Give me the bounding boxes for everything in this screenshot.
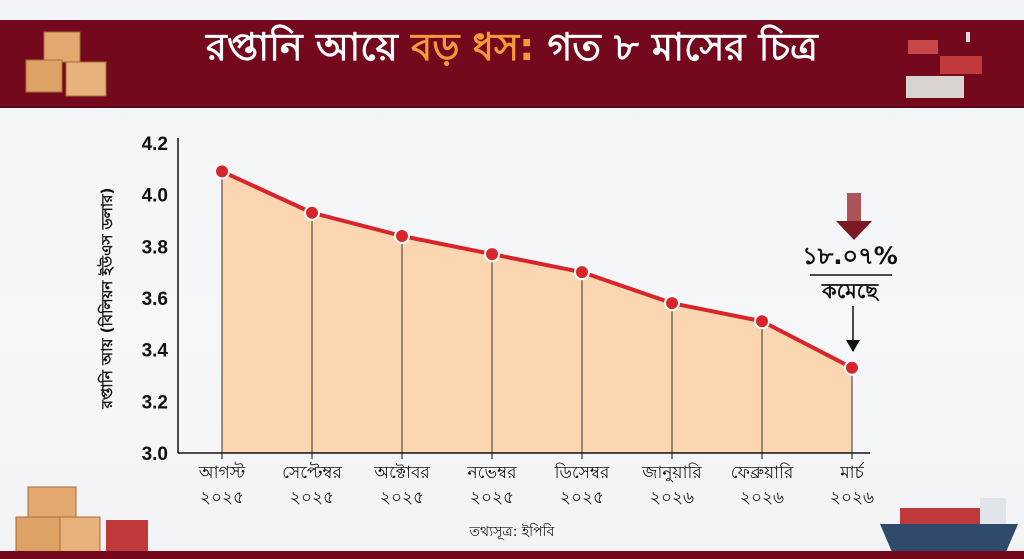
y-tick-label: 3.2 — [142, 392, 168, 413]
down-arrow-icon-head — [836, 221, 872, 240]
x-tick-label-month: মার্চ — [839, 462, 864, 483]
down-arrow-icon — [847, 193, 861, 223]
area-fill — [222, 171, 852, 453]
x-tick-label-year: ২০২৫ — [380, 488, 424, 508]
y-tick-label: 3.0 — [142, 444, 168, 465]
x-tick-label-year: ২০২৬ — [830, 488, 874, 508]
boxes-bottom-icon — [15, 486, 148, 554]
title-banner — [0, 20, 1024, 108]
y-axis-label: রপ্তানি আয় (বিলিয়ন ইউএস ডলার) — [97, 188, 116, 410]
title-text-end: গত ৮ মাসের চিত্র — [534, 25, 818, 69]
x-tick-label-year: ২০২৫ — [290, 488, 334, 508]
data-point — [214, 163, 230, 180]
title-highlight: বড় ধস: — [411, 25, 535, 69]
x-tick-label-year: ২০২৫ — [470, 488, 514, 508]
ship-icon — [880, 498, 1018, 552]
annotation-arrow-head — [846, 340, 860, 352]
y-tick-label: 4.0 — [142, 186, 168, 207]
data-point — [574, 264, 590, 281]
data-point — [484, 246, 500, 263]
x-tick-label-month: সেপ্টেম্বর — [282, 462, 342, 483]
x-tick-label-year: ২০২৫ — [200, 488, 244, 508]
series-line — [221, 169, 853, 370]
x-tick-label-month: অক্টোবর — [373, 463, 430, 483]
data-point — [844, 359, 860, 376]
title-text: রপ্তানি আয়ে — [206, 25, 412, 69]
x-tick-label-month: নভেম্বর — [466, 463, 517, 483]
containers-icon — [906, 32, 982, 98]
x-tick-label-month: ফেব্রুয়ারি — [731, 462, 794, 483]
data-point — [664, 295, 680, 312]
page-title: রপ্তানি আয়ে বড় ধস: গত ৮ মাসের চিত্র — [0, 22, 1024, 72]
x-tick-label-year: ২০২৬ — [650, 488, 694, 508]
footer-bar — [0, 551, 1024, 559]
annotation-label: কমেছে — [821, 279, 880, 303]
annotation-percent: ১৮.০৭% — [802, 242, 898, 270]
data-point — [304, 204, 320, 221]
x-tick-label-year: ২০২৫ — [560, 488, 604, 508]
boxes-icon — [25, 31, 107, 97]
x-tick-label-month: ডিসেম্বর — [554, 462, 610, 483]
y-tick-label: 3.4 — [142, 341, 169, 362]
y-tick-label: 3.8 — [142, 237, 168, 258]
y-tick-label: 3.6 — [142, 289, 168, 310]
x-tick-label-year: ২০২৬ — [740, 488, 784, 508]
data-point — [754, 313, 770, 330]
x-tick-label-month: আগস্ট — [198, 462, 246, 483]
data-point — [394, 228, 410, 244]
x-tick-label-month: জানুয়ারি — [641, 462, 702, 483]
y-tick-label: 4.2 — [142, 134, 168, 155]
source-caption: তথ্যসূত্র: ইপিবি — [469, 524, 555, 540]
